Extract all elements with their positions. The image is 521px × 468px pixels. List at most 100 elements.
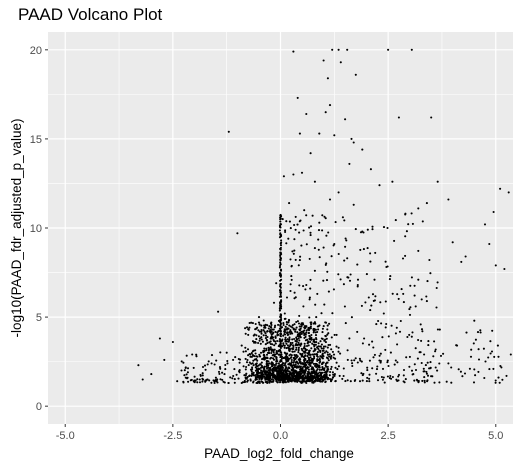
data-point xyxy=(216,381,219,384)
data-point xyxy=(291,332,294,335)
data-point xyxy=(304,354,307,358)
data-point xyxy=(289,364,292,367)
data-point xyxy=(327,343,330,347)
data-point xyxy=(277,323,280,326)
data-point xyxy=(253,374,256,377)
data-point xyxy=(331,376,335,379)
data-point xyxy=(289,329,292,332)
data-point xyxy=(266,330,269,333)
data-point xyxy=(279,364,282,367)
data-point xyxy=(386,375,389,378)
data-point xyxy=(321,356,324,359)
data-point xyxy=(294,296,297,299)
data-point xyxy=(264,356,267,359)
data-point xyxy=(324,111,327,114)
data-point xyxy=(251,372,254,375)
data-point xyxy=(285,242,288,245)
data-point xyxy=(299,362,302,365)
data-point xyxy=(489,352,492,355)
data-point xyxy=(267,364,270,367)
data-point xyxy=(352,141,355,144)
data-point xyxy=(250,355,253,358)
data-point xyxy=(247,364,250,367)
data-point xyxy=(337,350,340,353)
data-point xyxy=(280,234,283,237)
data-point xyxy=(430,116,433,119)
data-point xyxy=(383,381,386,384)
data-point xyxy=(473,319,476,322)
data-point xyxy=(447,198,450,201)
data-point xyxy=(238,361,241,364)
data-point xyxy=(279,350,282,354)
data-point xyxy=(279,263,282,266)
data-point xyxy=(344,380,347,383)
data-point xyxy=(387,48,390,51)
data-point xyxy=(267,372,270,375)
data-point xyxy=(327,332,330,335)
data-point xyxy=(294,215,297,218)
data-point xyxy=(264,378,267,381)
data-point xyxy=(298,284,301,287)
data-point xyxy=(258,339,261,342)
data-point xyxy=(299,255,302,258)
data-point xyxy=(359,248,362,251)
data-point xyxy=(256,375,259,378)
data-point xyxy=(312,368,315,372)
data-point xyxy=(270,380,273,383)
data-point xyxy=(318,256,321,259)
data-point xyxy=(301,379,304,382)
data-point xyxy=(242,350,245,353)
data-point xyxy=(366,376,369,379)
data-point xyxy=(307,368,310,371)
data-point xyxy=(256,359,259,362)
data-point xyxy=(253,355,256,358)
data-point xyxy=(317,328,320,331)
data-point xyxy=(300,369,303,372)
data-point xyxy=(263,376,266,380)
data-point xyxy=(326,77,329,80)
data-point xyxy=(256,372,259,375)
data-point xyxy=(270,323,273,327)
data-point xyxy=(184,366,187,370)
data-point xyxy=(361,148,364,151)
data-point xyxy=(322,279,325,282)
data-point xyxy=(313,329,316,332)
data-point xyxy=(272,338,275,342)
data-point xyxy=(379,301,382,304)
data-point xyxy=(297,374,300,377)
data-point xyxy=(399,319,402,323)
data-point xyxy=(335,345,338,348)
data-point xyxy=(257,335,260,338)
data-point xyxy=(285,340,288,343)
data-point xyxy=(214,376,217,379)
data-point xyxy=(309,372,312,375)
data-point xyxy=(238,369,241,372)
data-point xyxy=(279,313,282,316)
data-point xyxy=(261,340,264,343)
data-point xyxy=(309,340,312,344)
data-point xyxy=(339,278,342,281)
data-point xyxy=(183,369,186,372)
data-point xyxy=(257,321,261,324)
data-point xyxy=(344,322,347,325)
data-point xyxy=(285,323,289,326)
data-point xyxy=(268,341,271,344)
data-point xyxy=(276,374,279,377)
data-point xyxy=(269,346,272,349)
data-point xyxy=(298,325,301,328)
data-point xyxy=(315,371,318,374)
data-point xyxy=(314,303,317,306)
data-point xyxy=(494,264,497,267)
data-point xyxy=(302,369,306,372)
data-point xyxy=(300,322,303,325)
data-point xyxy=(311,361,314,364)
data-point xyxy=(262,334,265,337)
data-point xyxy=(297,322,301,325)
data-point xyxy=(305,214,308,217)
data-point xyxy=(393,239,396,242)
data-point xyxy=(304,371,307,374)
data-point xyxy=(450,381,453,384)
data-point xyxy=(368,343,371,346)
data-point xyxy=(324,345,327,348)
data-point xyxy=(509,353,512,356)
